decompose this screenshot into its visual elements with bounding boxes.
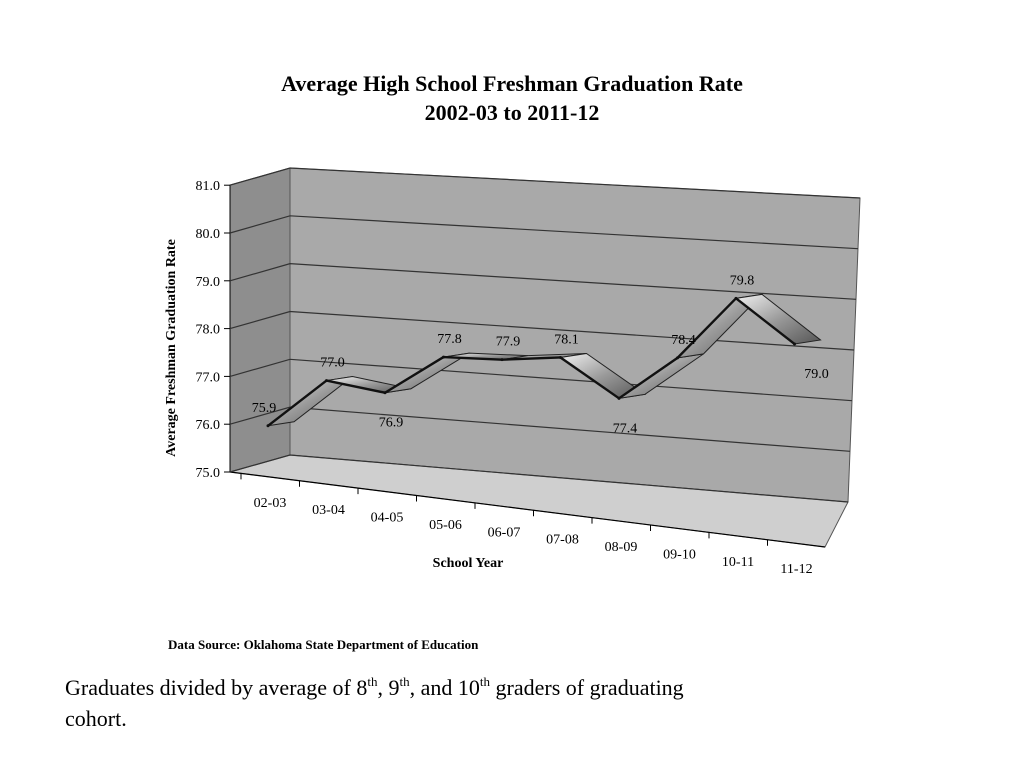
series-line xyxy=(618,356,679,400)
y-tick-label: 75.0 xyxy=(196,466,221,481)
series-line xyxy=(676,297,737,359)
y-tick-label: 80.0 xyxy=(196,227,221,242)
x-tick-label: 04-05 xyxy=(371,511,404,526)
chart-subtitle: 2002-03 to 2011-12 xyxy=(424,100,600,125)
x-tick-label: 03-04 xyxy=(312,503,345,518)
data-point xyxy=(383,391,387,395)
x-tick-label: 08-09 xyxy=(605,540,638,555)
x-tick-label: 10-11 xyxy=(722,555,754,570)
y-tick-label: 77.0 xyxy=(196,370,221,385)
footnote-text-3: , and 10 xyxy=(409,675,480,700)
x-tick-label: 07-08 xyxy=(546,533,579,548)
footnote-text-2: , 9 xyxy=(377,675,400,700)
data-label: 79.0 xyxy=(804,367,829,382)
y-tick-label: 79.0 xyxy=(196,275,221,290)
x-axis-title: School Year xyxy=(433,556,504,571)
data-point xyxy=(559,355,562,359)
gridline xyxy=(229,358,853,402)
gridline xyxy=(229,167,861,199)
data-point xyxy=(266,424,270,428)
series-line xyxy=(267,379,328,427)
footnote-sup-2: th xyxy=(399,674,410,689)
footnote-text-4: graders of graduating cohort. xyxy=(65,675,684,731)
x-tick-label: 09-10 xyxy=(663,547,696,562)
series-line xyxy=(735,297,796,345)
footnote: Graduates divided by average of 8th, 9th… xyxy=(65,672,745,734)
data-point xyxy=(500,358,504,362)
y-tick-label: 81.0 xyxy=(196,179,221,194)
data-point xyxy=(793,342,796,346)
series-line xyxy=(501,356,561,361)
data-label: 77.8 xyxy=(437,332,462,347)
data-source-note: Data Source: Oklahoma State Department o… xyxy=(168,637,479,652)
x-tick-label: 06-07 xyxy=(488,525,521,540)
x-tick-label: 05-06 xyxy=(429,518,462,533)
data-point xyxy=(734,296,738,300)
x-tick-label: 11-12 xyxy=(780,562,812,577)
data-label: 78.1 xyxy=(554,332,579,347)
data-point xyxy=(325,379,328,383)
x-axis-line xyxy=(229,471,826,548)
data-label: 77.4 xyxy=(613,421,638,436)
data-label: 79.8 xyxy=(730,273,755,288)
series-line xyxy=(384,356,445,394)
data-label: 77.0 xyxy=(320,356,345,371)
data-point xyxy=(442,355,445,359)
gridline xyxy=(229,263,857,300)
x-tick-label: 02-03 xyxy=(254,496,287,511)
gridline xyxy=(229,406,851,452)
footnote-sup-3: th xyxy=(479,674,491,689)
data-label: 76.9 xyxy=(379,416,404,431)
data-label: 78.4 xyxy=(671,333,696,348)
y-tick-label: 76.0 xyxy=(196,418,221,433)
gridline xyxy=(229,215,859,250)
chart-title: Average High School Freshman Graduation … xyxy=(281,71,743,96)
data-label: 75.9 xyxy=(252,401,277,416)
gridline xyxy=(229,454,849,503)
data-label: 77.9 xyxy=(496,335,521,350)
gridline xyxy=(229,310,855,351)
y-tick-label: 78.0 xyxy=(196,323,221,338)
data-point xyxy=(617,396,621,400)
footnote-sup-1: th xyxy=(367,674,378,689)
y-axis-title: Average Freshman Graduation Rate xyxy=(164,239,179,457)
footnote-text-1: Graduates divided by average of 8 xyxy=(65,675,368,700)
series-line xyxy=(443,355,503,361)
series-line xyxy=(559,356,620,400)
series-line xyxy=(326,379,386,394)
data-point xyxy=(676,356,679,360)
